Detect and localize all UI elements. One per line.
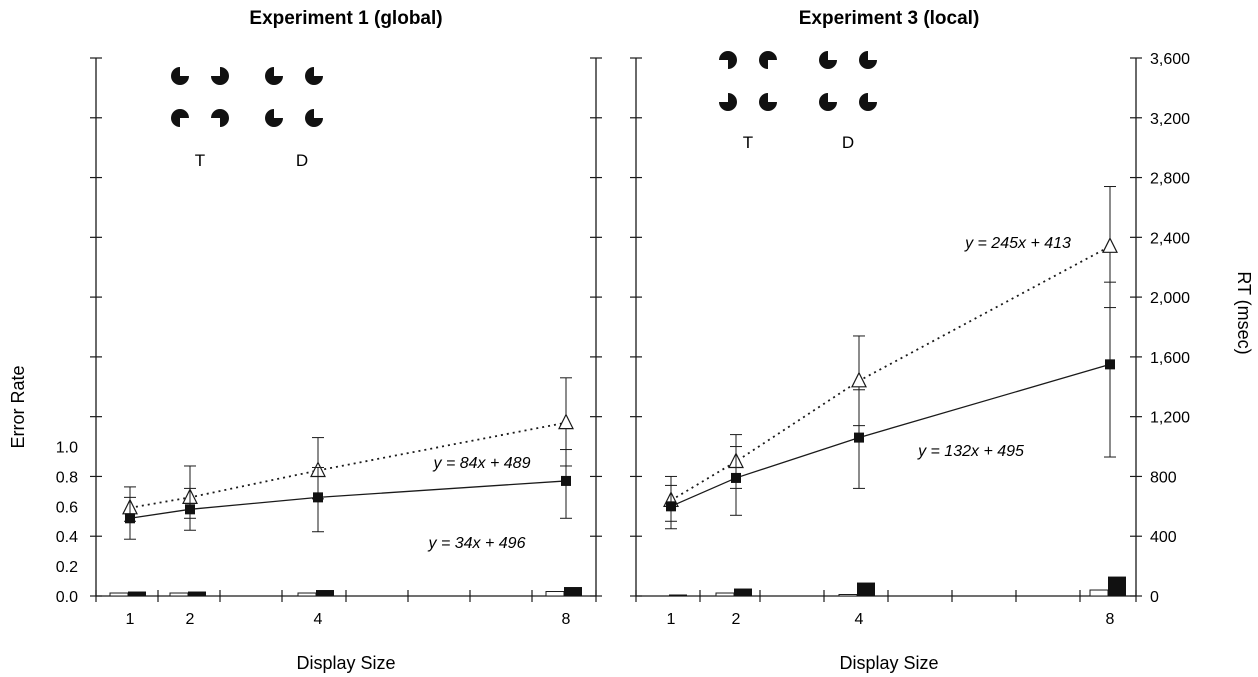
pacman-inducer bbox=[819, 93, 837, 111]
pacman-inducer bbox=[819, 51, 837, 69]
y-tick-label: 1,200 bbox=[1150, 410, 1190, 427]
y-tick-label: 0.6 bbox=[56, 499, 78, 516]
x-tick-label: 8 bbox=[1106, 611, 1115, 628]
y-tick-label: 0 bbox=[1150, 589, 1159, 606]
stimulus-inset: T D bbox=[171, 67, 323, 170]
point-triangle bbox=[558, 413, 574, 430]
pacman-inducer bbox=[759, 93, 777, 111]
y-tick-label: 0.2 bbox=[56, 559, 78, 576]
y-tick-label: 2,000 bbox=[1150, 290, 1190, 307]
bar-open bbox=[1089, 589, 1109, 597]
pacman-inducer bbox=[719, 93, 737, 111]
y-tick-label: 0.4 bbox=[56, 529, 78, 546]
point-square bbox=[313, 492, 323, 503]
point-triangle bbox=[1102, 236, 1118, 253]
y-tick-label: 1,600 bbox=[1150, 350, 1190, 367]
pacman-inducer bbox=[211, 67, 229, 85]
stimulus-label-target: T bbox=[195, 151, 205, 170]
y-tick-label: 1.0 bbox=[56, 440, 78, 457]
axes bbox=[630, 57, 1142, 602]
error-rate-bars bbox=[109, 587, 582, 597]
series-line-dotted bbox=[129, 421, 567, 509]
x-tick-label: 2 bbox=[732, 611, 741, 628]
x-tick-label: 4 bbox=[314, 611, 323, 628]
rt-lines bbox=[122, 377, 574, 540]
y-tick-label: 3,600 bbox=[1150, 51, 1190, 68]
pacman-inducer bbox=[171, 109, 189, 127]
point-square bbox=[561, 475, 571, 486]
x-tick-label: 2 bbox=[186, 611, 195, 628]
point-square bbox=[854, 432, 864, 443]
equation-dotted: y = 84x + 489 bbox=[433, 455, 531, 472]
stimulus-inset: T D bbox=[719, 51, 877, 152]
y-tick-label: 800 bbox=[1150, 469, 1177, 486]
pacman-inducer bbox=[211, 109, 229, 127]
y-tick-label: 3,200 bbox=[1150, 111, 1190, 128]
pacman-inducer bbox=[759, 51, 777, 69]
pacman-inducer bbox=[859, 93, 877, 111]
x-axis-label: Display Size bbox=[296, 653, 395, 673]
series-line-solid bbox=[129, 480, 567, 519]
stimulus-label-target: T bbox=[743, 133, 753, 152]
pacman-inducer bbox=[171, 67, 189, 85]
bar-open bbox=[715, 592, 735, 597]
pacman-inducer bbox=[305, 109, 323, 127]
chart-title: Experiment 1 (global) bbox=[249, 8, 442, 29]
bar-filled bbox=[1108, 576, 1126, 596]
y-tick-label: 0.0 bbox=[56, 589, 78, 606]
point-square bbox=[125, 513, 135, 524]
x-tick-label: 1 bbox=[126, 611, 135, 628]
point-square bbox=[1105, 359, 1115, 370]
y-axis-label-right: RT (msec) bbox=[1234, 271, 1254, 354]
bar-filled bbox=[669, 594, 687, 596]
y-tick-label: 2,400 bbox=[1150, 230, 1190, 247]
x-tick-labels: 1 2 4 8 bbox=[126, 611, 571, 628]
y-axis-label: Error Rate bbox=[8, 365, 28, 448]
bar-filled bbox=[734, 588, 752, 596]
panel-experiment-3: Experiment 3 (local) Display Size RT (ms… bbox=[630, 8, 1254, 673]
bar-filled bbox=[857, 582, 875, 596]
axes bbox=[90, 57, 602, 602]
point-triangle bbox=[851, 371, 867, 388]
y-tick-label: 0.8 bbox=[56, 469, 78, 486]
error-rate-bars bbox=[669, 576, 1126, 597]
x-axis-label: Display Size bbox=[839, 653, 938, 673]
bar-filled bbox=[128, 591, 146, 596]
x-tick-label: 8 bbox=[562, 611, 571, 628]
pacman-inducer bbox=[859, 51, 877, 69]
pacman-inducer bbox=[305, 67, 323, 85]
panel-experiment-1: Experiment 1 (global) Display Size Error… bbox=[8, 8, 602, 673]
point-square bbox=[185, 504, 195, 515]
rt-lines bbox=[663, 186, 1118, 530]
pacman-inducer bbox=[265, 109, 283, 127]
stimulus-label-distractor: D bbox=[296, 151, 308, 170]
bar-filled bbox=[316, 590, 334, 596]
bar-open bbox=[109, 592, 129, 597]
x-tick-label: 1 bbox=[667, 611, 676, 628]
pacman-inducer bbox=[719, 51, 737, 69]
point-square bbox=[666, 501, 676, 512]
bar-open bbox=[169, 592, 189, 597]
x-tick-labels: 1 2 4 8 bbox=[667, 611, 1115, 628]
bar-filled bbox=[564, 587, 582, 596]
point-square bbox=[731, 472, 741, 483]
bar-open bbox=[297, 592, 317, 597]
y-tick-labels: 0.0 0.2 0.4 0.6 0.8 1.0 bbox=[56, 440, 78, 606]
equation-solid: y = 132x + 495 bbox=[917, 443, 1024, 460]
equation-solid: y = 34x + 496 bbox=[428, 535, 526, 552]
stimulus-label-distractor: D bbox=[842, 133, 854, 152]
bar-filled bbox=[188, 591, 206, 596]
y-tick-label: 2,800 bbox=[1150, 171, 1190, 188]
bar-open bbox=[545, 591, 565, 597]
y-tick-labels-right: 0 400 800 1,200 1,600 2,000 2,400 2,800 3,200 3,6… bbox=[1150, 51, 1190, 606]
series-line-solid bbox=[670, 363, 1111, 507]
chart-title: Experiment 3 (local) bbox=[799, 8, 980, 29]
pacman-inducer bbox=[265, 67, 283, 85]
equation-dotted: y = 245x + 413 bbox=[964, 235, 1071, 252]
series-line-dotted bbox=[670, 245, 1111, 502]
x-tick-label: 4 bbox=[855, 611, 864, 628]
y-tick-label: 400 bbox=[1150, 529, 1177, 546]
bar-open bbox=[838, 594, 858, 597]
